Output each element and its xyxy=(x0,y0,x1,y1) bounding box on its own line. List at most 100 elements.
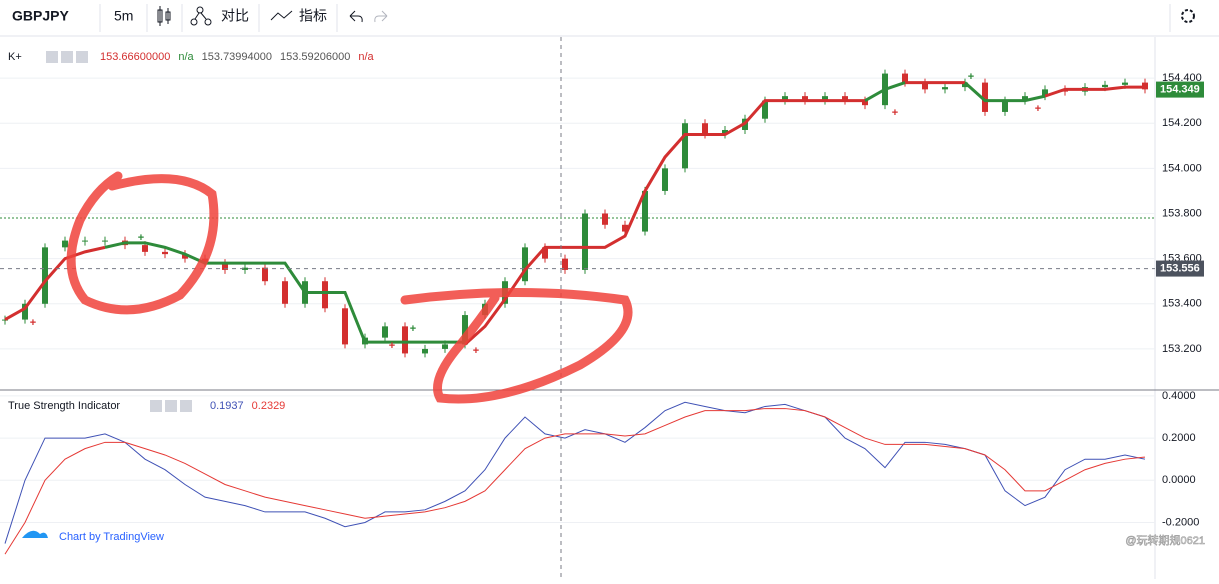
sell-signal: + xyxy=(473,345,479,357)
legend-button[interactable] xyxy=(61,51,73,63)
y-tick-label: -0.2000 xyxy=(1162,516,1199,528)
legend-value: 153.73994000 xyxy=(202,51,272,63)
interval[interactable]: 5m xyxy=(114,8,133,24)
legend-value: 0.1937 xyxy=(210,400,244,412)
y-tick-label: 0.0000 xyxy=(1162,474,1196,486)
annotation xyxy=(66,171,633,404)
candle xyxy=(1042,89,1048,97)
legend-value: 153.66600000 xyxy=(100,51,170,63)
y-tick-label: 153.800 xyxy=(1162,207,1202,219)
candle xyxy=(342,308,348,345)
y-tick-label: 154.000 xyxy=(1162,162,1202,174)
legend-button[interactable] xyxy=(165,400,177,412)
candle xyxy=(542,247,548,259)
legend-value: n/a xyxy=(358,51,374,63)
candle xyxy=(422,348,428,354)
sell-signal: + xyxy=(892,107,898,119)
candle xyxy=(562,258,568,270)
candle xyxy=(222,263,228,270)
legend-button[interactable] xyxy=(150,400,162,412)
legend-name[interactable]: True Strength Indicator xyxy=(8,400,120,412)
candle xyxy=(382,326,388,338)
undo[interactable] xyxy=(349,10,363,23)
candle xyxy=(182,254,188,259)
price-tag-label: 153.556 xyxy=(1160,262,1200,274)
candle xyxy=(462,315,468,345)
candle xyxy=(262,267,268,282)
candle xyxy=(602,213,608,225)
candle xyxy=(702,123,708,135)
branding[interactable]: Chart by TradingView xyxy=(59,531,164,543)
candle xyxy=(62,240,68,248)
candle xyxy=(662,168,668,191)
candle xyxy=(1102,84,1108,88)
signal-markers: + + + + + + + + xyxy=(30,71,1041,357)
candle xyxy=(2,319,8,321)
candle xyxy=(22,303,28,320)
candle xyxy=(822,96,828,101)
compare-button[interactable]: 对比 xyxy=(221,8,249,24)
candle xyxy=(902,73,908,83)
candle xyxy=(722,129,728,135)
candle xyxy=(42,247,48,304)
candle xyxy=(242,267,248,270)
candle xyxy=(322,281,328,309)
watermark: @玩转期规0621 xyxy=(1125,533,1205,547)
candle xyxy=(622,224,628,232)
toolbar xyxy=(0,0,1219,36)
candle xyxy=(1022,96,1028,101)
candle xyxy=(842,96,848,101)
redo[interactable] xyxy=(374,10,388,23)
buy-signal: + xyxy=(410,323,416,335)
sell-signal: + xyxy=(1035,103,1041,115)
candle xyxy=(442,344,448,349)
y-tick-label: 0.4000 xyxy=(1162,390,1196,402)
candle xyxy=(162,251,168,255)
candle xyxy=(142,245,148,252)
candle xyxy=(942,87,948,90)
price-tag xyxy=(1156,81,1204,98)
legend-value: 0.2329 xyxy=(252,400,286,412)
sell-signal: + xyxy=(389,340,395,352)
price-tag-label: 154.349 xyxy=(1160,83,1200,95)
candle xyxy=(102,240,108,242)
indicators-button[interactable]: 指标 xyxy=(299,8,327,24)
buy-signal: + xyxy=(968,71,974,83)
trailing-stop xyxy=(104,81,1046,344)
candle-icon[interactable] xyxy=(157,6,171,26)
legend-button[interactable] xyxy=(76,51,88,63)
candle xyxy=(682,123,688,169)
candle xyxy=(802,96,808,101)
candle xyxy=(402,326,408,354)
legend-name[interactable]: K+ xyxy=(8,51,22,63)
tv-logo xyxy=(22,530,48,538)
candle xyxy=(862,100,868,106)
candle xyxy=(782,96,788,101)
price-tag xyxy=(1156,260,1204,277)
candle xyxy=(642,190,648,232)
legend-value: n/a xyxy=(178,51,194,63)
y-tick-label: 154.400 xyxy=(1162,72,1202,84)
candle xyxy=(922,82,928,90)
legend-button[interactable] xyxy=(46,51,58,63)
candle xyxy=(82,240,88,242)
candle xyxy=(962,82,968,88)
sell-signal: + xyxy=(30,317,36,329)
candle xyxy=(282,281,288,304)
settings[interactable] xyxy=(1181,9,1195,23)
candle xyxy=(982,82,988,112)
symbol[interactable]: GBPJPY xyxy=(12,8,69,24)
candle xyxy=(762,100,768,119)
buy-signal: + xyxy=(138,232,144,244)
candle xyxy=(1122,82,1128,85)
y-tick-label: 153.200 xyxy=(1162,343,1202,355)
compare-icon[interactable] xyxy=(190,6,212,26)
legend-button[interactable] xyxy=(180,400,192,412)
indicators-icon[interactable] xyxy=(270,10,293,21)
candle xyxy=(522,247,528,282)
candle xyxy=(582,213,588,270)
indicator-line xyxy=(4,408,1146,555)
candle xyxy=(1002,100,1008,112)
